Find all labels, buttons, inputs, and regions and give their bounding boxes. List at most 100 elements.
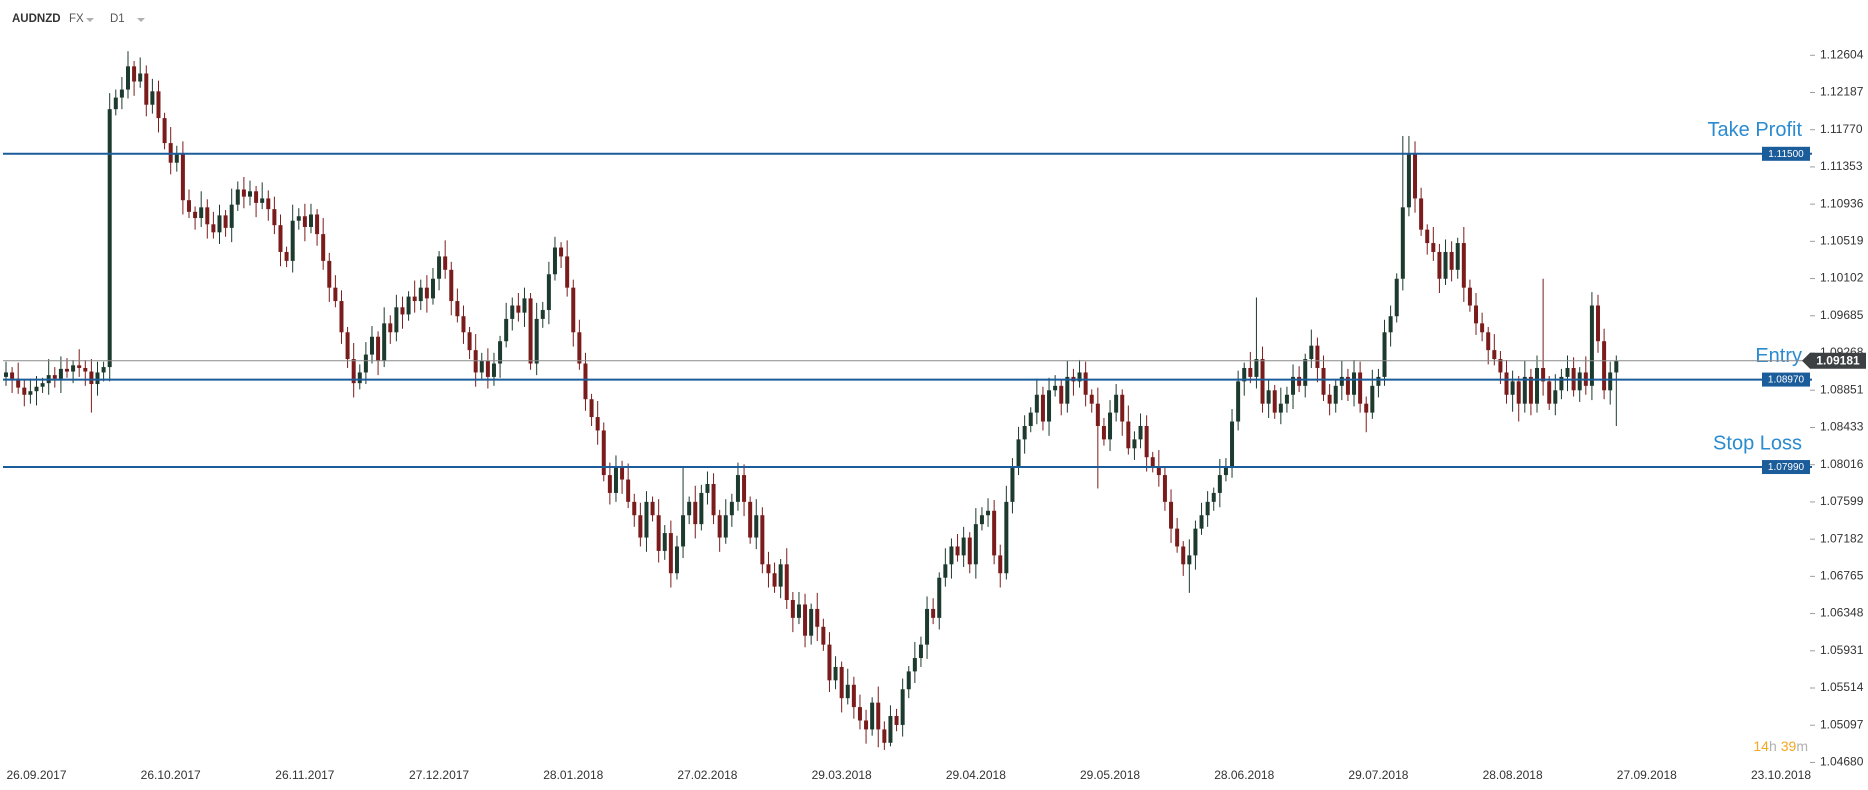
market[interactable]: FX [69,13,84,25]
candle-body [1443,251,1448,279]
candle-body [4,372,8,377]
candle-body [1614,360,1619,373]
y-tick-label: 1.06765 [1820,569,1864,583]
candle-body [1516,381,1521,404]
candle-body [1114,394,1119,413]
candle-body [894,716,899,725]
dropdown-caret[interactable] [137,18,145,22]
candle-body [1602,341,1607,391]
candle-body [1339,376,1344,386]
candle-body [699,492,704,525]
candle-body [1352,372,1357,395]
candle-body [1162,475,1167,502]
candle-body [1358,372,1363,404]
candle-body [327,260,332,288]
candle-body [1297,376,1302,386]
candle-body [1077,372,1082,382]
candle-body [302,216,307,227]
candle-body [1010,466,1015,502]
levels: Take Profit 1.11500 Entry 1.08970 Stop Loss 1… [3,119,1812,475]
y-tick-label: 1.08016 [1820,457,1864,471]
candle-body [632,501,637,516]
candle-body [1101,425,1106,440]
candle-body [266,198,271,210]
candle-body [1449,251,1454,270]
candle-body [113,97,118,110]
candle-body [906,671,911,690]
candle-body [71,365,76,372]
candle-body [1291,376,1296,395]
candle-body [1217,475,1222,493]
candle-body [589,399,594,418]
timeframe-selector[interactable]: D1 [110,13,145,25]
candle-body [687,501,692,516]
candle-body [992,510,997,556]
candle-body [967,537,972,565]
candle-body [388,323,393,333]
x-tick-label: 28.06.2018 [1214,768,1274,782]
candle-body [766,564,771,574]
countdown-minutes: 39 [1781,738,1797,754]
candle-body [10,372,15,379]
candle-body [211,224,216,233]
market-selector[interactable]: FX [69,13,94,25]
candle-body [217,215,222,233]
candle-body [369,336,374,355]
x-tick-label: 29.07.2018 [1348,768,1408,782]
candle-body [101,367,106,373]
candle-body [363,354,368,373]
candle-body [205,207,210,225]
candle-body [1272,390,1277,413]
candle-body [437,256,442,279]
y-tick-label: 1.05514 [1820,680,1864,694]
header: AUDNZD FX D1 [12,13,145,25]
candle-body [1553,390,1558,404]
candle-body [491,363,496,377]
y-tick-label: 1.12187 [1820,85,1864,99]
candle-body [986,510,991,516]
candle-body [1193,528,1198,556]
candle-body [1400,207,1405,279]
candle-body [22,387,27,395]
candle-body [644,501,649,538]
candle-body [138,73,143,82]
candle-body [918,644,923,659]
level-value: 1.11500 [1768,149,1804,160]
candle-body [845,684,850,699]
candle-body [1053,385,1058,391]
candle-body [278,225,283,252]
candle-body [961,537,966,556]
candle-body [870,702,875,730]
candle-body [1065,376,1070,404]
x-tick-label: 28.08.2018 [1483,768,1543,782]
y-tick-label: 1.07182 [1820,531,1864,545]
candle-body [1303,359,1308,386]
candle-body [668,533,673,574]
candle-body [357,372,362,384]
level-value: 1.08970 [1768,375,1805,386]
candle-body [882,729,887,743]
dropdown-caret[interactable] [86,18,94,22]
timeframe[interactable]: D1 [110,13,125,25]
y-tick-label: 1.11770 [1820,122,1863,136]
candle-body [174,153,179,163]
candle-body [729,501,734,516]
candle-body [125,66,130,90]
candle-body [650,501,655,516]
x-tick-label: 26.11.2017 [275,768,334,782]
x-tick-label: 28.01.2018 [543,768,603,782]
candle-body [1089,394,1094,404]
candle-body [351,359,356,384]
candle-body [1333,385,1338,404]
candle-body [522,298,527,313]
candle-body [1181,546,1186,565]
candle-body [107,109,112,368]
candle-body [1480,323,1485,333]
candle-body [711,483,716,516]
x-tick-label: 27.02.2018 [677,768,737,782]
y-tick-label: 1.05931 [1820,643,1864,657]
candle-body [1461,243,1466,288]
candles [4,51,1619,750]
candle-body [1040,394,1045,422]
